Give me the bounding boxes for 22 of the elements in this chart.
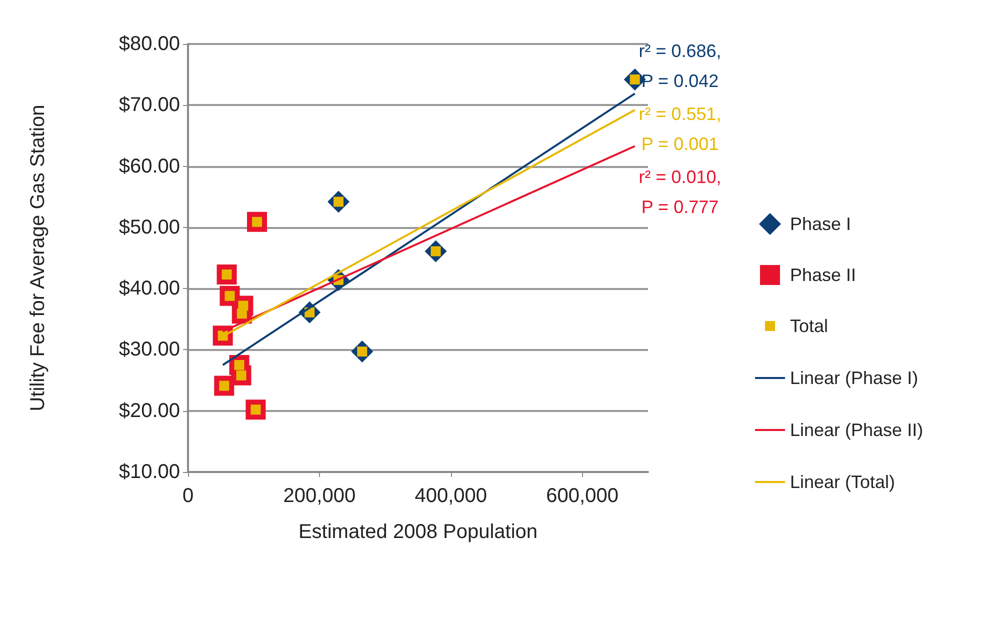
annotation: r² = 0.010, P = 0.777 — [638, 167, 722, 217]
x-axis-title: Estimated 2008 Population — [298, 521, 538, 543]
legend-label: Total — [790, 316, 828, 336]
legend-label: Linear (Total) — [790, 472, 896, 492]
x-tick-label: 0 — [182, 485, 194, 507]
y-tick-label: $60.00 — [118, 155, 180, 178]
legend-label: Linear (Phase II) — [790, 420, 924, 440]
y-tick-label: $10.00 — [118, 461, 180, 483]
annotation: r² = 0.551, P = 0.001 — [638, 104, 722, 154]
legend-label: Linear (Phase I) — [790, 368, 918, 388]
y-tick-label: $20.00 — [118, 400, 180, 422]
legend-label: Phase II — [790, 265, 856, 285]
legend-label: Phase I — [790, 214, 852, 234]
y-tick-label: $40.00 — [118, 278, 180, 300]
y-tick-label: $30.00 — [118, 338, 180, 361]
y-tick-label: $80.00 — [118, 33, 180, 55]
y-tick-label: $70.00 — [118, 94, 180, 116]
y-tick-label: $50.00 — [118, 216, 180, 238]
x-tick-label: 600,000 — [546, 485, 618, 507]
x-tick-label: 400,000 — [414, 485, 488, 507]
y-axis-title: Utility Fee for Average Gas Station — [27, 104, 49, 412]
x-tick-label: 200,000 — [283, 485, 356, 507]
